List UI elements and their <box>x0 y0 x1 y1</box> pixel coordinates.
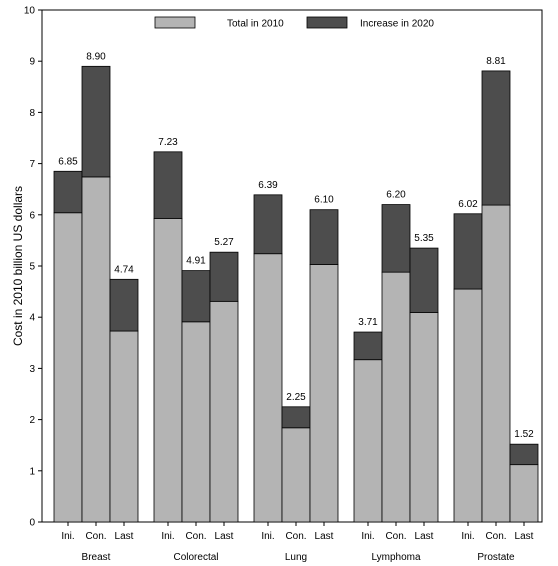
value-labels: 6.85 8.90 4.74 7.23 4.91 5.27 6.39 2.25 6.10 3.71… <box>58 51 534 440</box>
bar-total-2010 <box>181 321 211 523</box>
y-tick-label: 2 <box>29 415 35 426</box>
bar-value-label: 7.23 <box>158 137 178 148</box>
bar-increase-2020 <box>453 213 483 290</box>
y-tick-label: 8 <box>29 108 35 119</box>
y-tick-label: 3 <box>29 364 35 375</box>
x-tick-label: Last <box>415 531 434 542</box>
bar-total-2010 <box>509 464 539 523</box>
y-tick-label: 6 <box>29 210 35 221</box>
legend-swatch <box>306 16 348 29</box>
x-tick-label: Con. <box>485 531 506 542</box>
x-tick-label: Last <box>515 531 534 542</box>
bar-value-label: 4.74 <box>114 264 134 275</box>
bar-increase-2020 <box>153 151 183 219</box>
y-tick-label: 5 <box>29 262 35 273</box>
group-label: Prostate <box>477 552 515 563</box>
axes: 0 1 2 3 4 5 6 7 8 9 10 Cost in 2010 billion US doll… <box>11 6 543 563</box>
bar-increase-2020 <box>181 270 211 323</box>
y-tick-label: 9 <box>29 57 35 68</box>
bar-increase-2020 <box>381 204 411 273</box>
legend-label: Total in 2010 <box>227 19 284 30</box>
bars <box>53 65 539 523</box>
bar-total-2010 <box>453 288 483 523</box>
y-tick-label: 4 <box>29 313 35 324</box>
bar-total-2010 <box>153 217 183 523</box>
y-tick-label: 7 <box>29 159 35 170</box>
bar-total-2010 <box>209 300 239 523</box>
bar-value-label: 5.27 <box>214 237 234 248</box>
bar-increase-2020 <box>309 209 339 265</box>
x-tick-label: Last <box>315 531 334 542</box>
legend-swatch <box>154 16 196 29</box>
x-tick-label: Ini. <box>61 531 74 542</box>
x-tick-label: Last <box>115 531 134 542</box>
bar-increase-2020 <box>253 194 283 255</box>
bar-increase-2020 <box>409 247 439 313</box>
bar-value-label: 4.91 <box>186 256 206 267</box>
bar-value-label: 6.02 <box>458 199 478 210</box>
bar-value-label: 5.35 <box>414 233 434 244</box>
bar-value-label: 6.85 <box>58 156 78 167</box>
x-tick-label: Ini. <box>261 531 274 542</box>
x-tick-label: Ini. <box>161 531 174 542</box>
y-tick-label: 0 <box>29 518 35 529</box>
bar-value-label: 6.10 <box>314 195 334 206</box>
group-label: Colorectal <box>173 552 218 563</box>
y-tick-label: 1 <box>29 466 35 477</box>
bar-value-label: 6.39 <box>258 180 278 191</box>
bar-increase-2020 <box>81 65 111 178</box>
bar-total-2010 <box>353 359 383 523</box>
bar-increase-2020 <box>509 443 539 466</box>
group-label: Lymphoma <box>371 552 421 563</box>
legend-label: Increase in 2020 <box>360 19 434 30</box>
bar-increase-2020 <box>209 251 239 302</box>
bar-value-label: 3.71 <box>358 317 378 328</box>
y-tick-label: 10 <box>24 6 36 17</box>
y-axis-label: Cost in 2010 billion US dollars <box>11 186 25 346</box>
bar-value-label: 8.81 <box>486 56 506 67</box>
bar-value-label: 2.25 <box>286 392 306 403</box>
bar-value-label: 1.52 <box>514 429 534 440</box>
bar-total-2010 <box>381 271 411 523</box>
x-tick-label: Con. <box>185 531 206 542</box>
group-label: Breast <box>82 552 111 563</box>
bar-total-2010 <box>81 176 111 523</box>
bar-increase-2020 <box>53 170 83 214</box>
x-tick-label: Last <box>215 531 234 542</box>
group-label: Lung <box>285 552 307 563</box>
x-tick-label: Ini. <box>461 531 474 542</box>
bar-total-2010 <box>309 264 339 523</box>
x-tick-label: Con. <box>385 531 406 542</box>
bar-increase-2020 <box>481 70 511 206</box>
bar-total-2010 <box>53 212 83 523</box>
bar-increase-2020 <box>353 331 383 361</box>
bar-total-2010 <box>109 330 139 523</box>
bar-increase-2020 <box>281 406 311 429</box>
bar-total-2010 <box>481 204 511 523</box>
x-tick-label: Ini. <box>361 531 374 542</box>
x-tick-label: Con. <box>85 531 106 542</box>
bar-total-2010 <box>281 427 311 523</box>
bar-total-2010 <box>409 312 439 523</box>
bar-value-label: 8.90 <box>86 51 106 62</box>
bar-increase-2020 <box>109 278 139 332</box>
x-tick-label: Con. <box>285 531 306 542</box>
bar-value-label: 6.20 <box>386 190 406 201</box>
legend: Total in 2010 Increase in 2020 <box>154 16 434 30</box>
bar-total-2010 <box>253 253 283 523</box>
